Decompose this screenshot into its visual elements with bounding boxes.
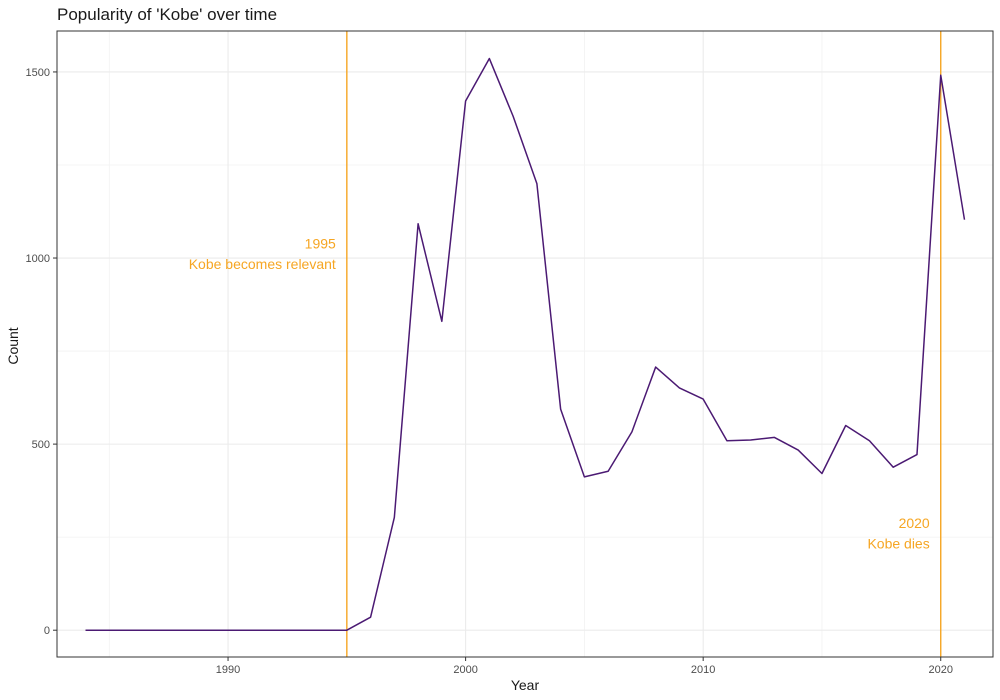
x-tick-label: 2000 [453,664,477,676]
x-tick-label: 2010 [691,664,715,676]
annotation-lines [346,31,942,657]
y-tick-label: 500 [32,439,50,451]
y-axis-title: Count [5,327,21,364]
annotation-labels: 1995 Kobe becomes relevant 2020 Kobe dies [189,236,930,552]
annotation-caption-label: Kobe becomes relevant [189,256,336,272]
x-axis-title: Year [511,677,540,693]
grid-lines [57,31,993,657]
axis-ticks: 1990 2000 2010 2020 0 500 1000 1500 [26,67,953,676]
series-layer [85,57,966,631]
y-tick-label: 1000 [26,253,50,265]
annotation-year-label: 1995 [305,236,336,252]
x-tick-label: 1990 [216,664,240,676]
annotation-caption-label: Kobe dies [867,535,929,551]
series-line-0 [85,57,966,631]
chart-title: Popularity of 'Kobe' over time [57,5,278,24]
y-tick-label: 1500 [26,67,50,79]
x-tick-label: 2020 [928,664,952,676]
y-tick-label: 0 [44,625,50,637]
annotation-year-label: 2020 [899,515,930,531]
plot-panel-border [56,30,994,658]
